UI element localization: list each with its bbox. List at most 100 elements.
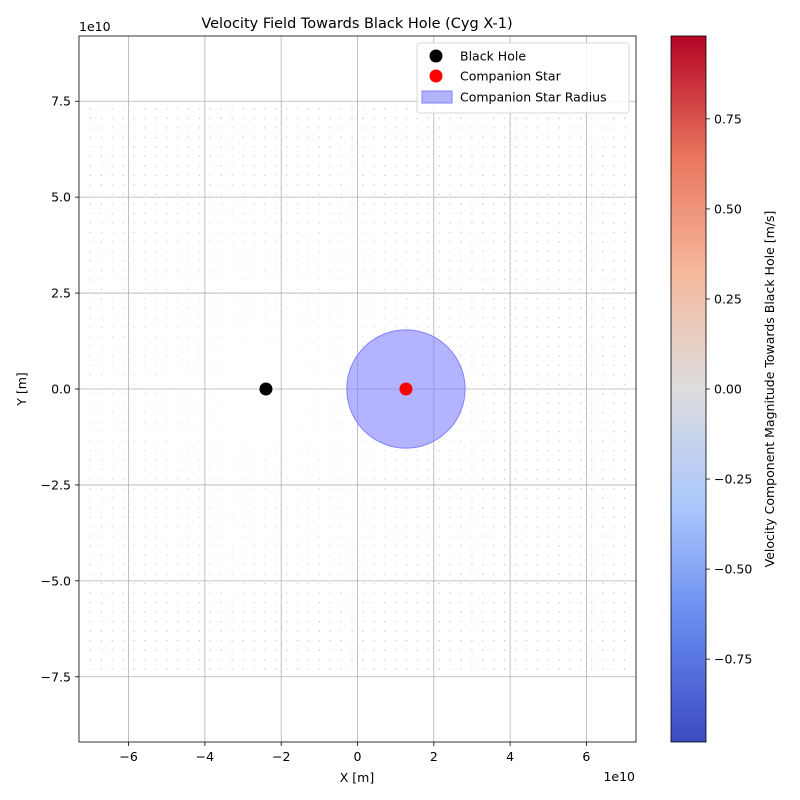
velocity-vector: [460, 127, 462, 129]
velocity-vector: [166, 336, 168, 338]
velocity-vector: [362, 459, 364, 461]
velocity-vector: [351, 108, 353, 110]
velocity-vector: [264, 516, 266, 518]
velocity-vector: [602, 412, 604, 414]
colorbar-label: Velocity Component Magnitude Towards Bla…: [762, 211, 777, 568]
velocity-vector: [209, 554, 211, 556]
velocity-vector: [504, 364, 506, 366]
velocity-vector: [111, 146, 113, 148]
velocity-vector: [405, 583, 408, 585]
velocity-vector: [580, 535, 582, 537]
velocity-vector: [623, 374, 626, 376]
velocity-vector: [547, 298, 549, 300]
velocity-vector: [307, 421, 310, 423]
velocity-vector: [438, 659, 440, 661]
velocity-vector: [111, 355, 113, 357]
velocity-vector: [209, 364, 211, 366]
velocity-vector: [89, 184, 92, 186]
velocity-vector: [329, 592, 331, 594]
velocity-vector: [536, 317, 538, 319]
velocity-vector: [187, 127, 190, 129]
velocity-vector: [395, 583, 397, 585]
velocity-vector: [602, 459, 604, 461]
velocity-vector: [623, 630, 626, 632]
velocity-vector: [264, 117, 266, 119]
velocity-vector: [569, 535, 571, 537]
velocity-vector: [405, 212, 408, 214]
velocity-vector: [329, 241, 331, 243]
velocity-vector: [209, 336, 211, 338]
velocity-vector: [405, 231, 408, 233]
velocity-vector: [580, 269, 582, 271]
velocity-vector: [384, 640, 386, 642]
velocity-vector: [329, 269, 331, 271]
velocity-vector: [220, 431, 222, 433]
velocity-vector: [177, 545, 179, 547]
velocity-vector: [307, 222, 310, 224]
velocity-vector: [133, 136, 135, 138]
velocity-vector: [362, 488, 364, 490]
velocity-vector: [231, 516, 233, 518]
velocity-vector: [340, 602, 342, 604]
velocity-vector: [460, 459, 462, 461]
velocity-vector: [613, 583, 615, 585]
velocity-vector: [569, 165, 571, 167]
velocity-vector: [558, 469, 560, 471]
velocity-vector: [580, 222, 582, 224]
velocity-vector: [384, 117, 386, 119]
velocity-vector: [558, 478, 560, 480]
velocity-vector: [602, 279, 604, 281]
velocity-vector: [231, 621, 233, 623]
velocity-vector: [580, 393, 582, 395]
velocity-vector: [220, 469, 222, 471]
velocity-vector: [613, 374, 615, 376]
velocity-vector: [471, 450, 473, 452]
velocity-vector: [187, 668, 190, 670]
velocity-vector: [340, 298, 342, 300]
velocity-vector: [427, 526, 429, 528]
velocity-vector: [416, 630, 419, 632]
velocity-vector: [198, 640, 201, 642]
velocity-vector: [144, 488, 146, 490]
velocity-vector: [144, 469, 146, 471]
velocity-vector: [405, 193, 408, 195]
velocity-vector: [351, 592, 353, 594]
velocity-vector: [558, 317, 560, 319]
velocity-vector: [504, 469, 506, 471]
velocity-vector: [318, 402, 320, 404]
velocity-vector: [133, 345, 135, 347]
velocity-vector: [340, 621, 342, 623]
velocity-vector: [471, 146, 473, 148]
velocity-vector: [405, 469, 408, 471]
velocity-vector: [166, 535, 168, 537]
velocity-vector: [253, 336, 255, 338]
velocity-vector: [395, 155, 397, 157]
velocity-vector: [242, 545, 244, 547]
velocity-vector: [602, 431, 604, 433]
velocity-vector: [209, 459, 211, 461]
velocity-vector: [613, 155, 615, 157]
velocity-vector: [340, 630, 342, 632]
velocity-vector: [296, 317, 299, 319]
velocity-vector: [547, 507, 549, 509]
velocity-vector: [482, 640, 484, 642]
velocity-vector: [416, 668, 419, 670]
velocity-vector: [384, 602, 386, 604]
velocity-vector: [187, 440, 190, 442]
velocity-vector: [613, 554, 615, 556]
velocity-vector: [395, 554, 397, 556]
velocity-vector: [558, 431, 560, 433]
velocity-vector: [591, 383, 593, 385]
velocity-vector: [155, 241, 157, 243]
velocity-vector: [547, 583, 549, 585]
velocity-vector: [264, 193, 266, 195]
velocity-vector: [177, 383, 179, 385]
velocity-vector: [504, 488, 506, 490]
velocity-vector: [362, 317, 364, 319]
velocity-vector: [242, 507, 244, 509]
velocity-vector: [122, 146, 124, 148]
velocity-vector: [253, 554, 255, 556]
velocity-vector: [438, 573, 440, 575]
velocity-vector: [111, 288, 113, 290]
velocity-vector: [405, 260, 408, 262]
